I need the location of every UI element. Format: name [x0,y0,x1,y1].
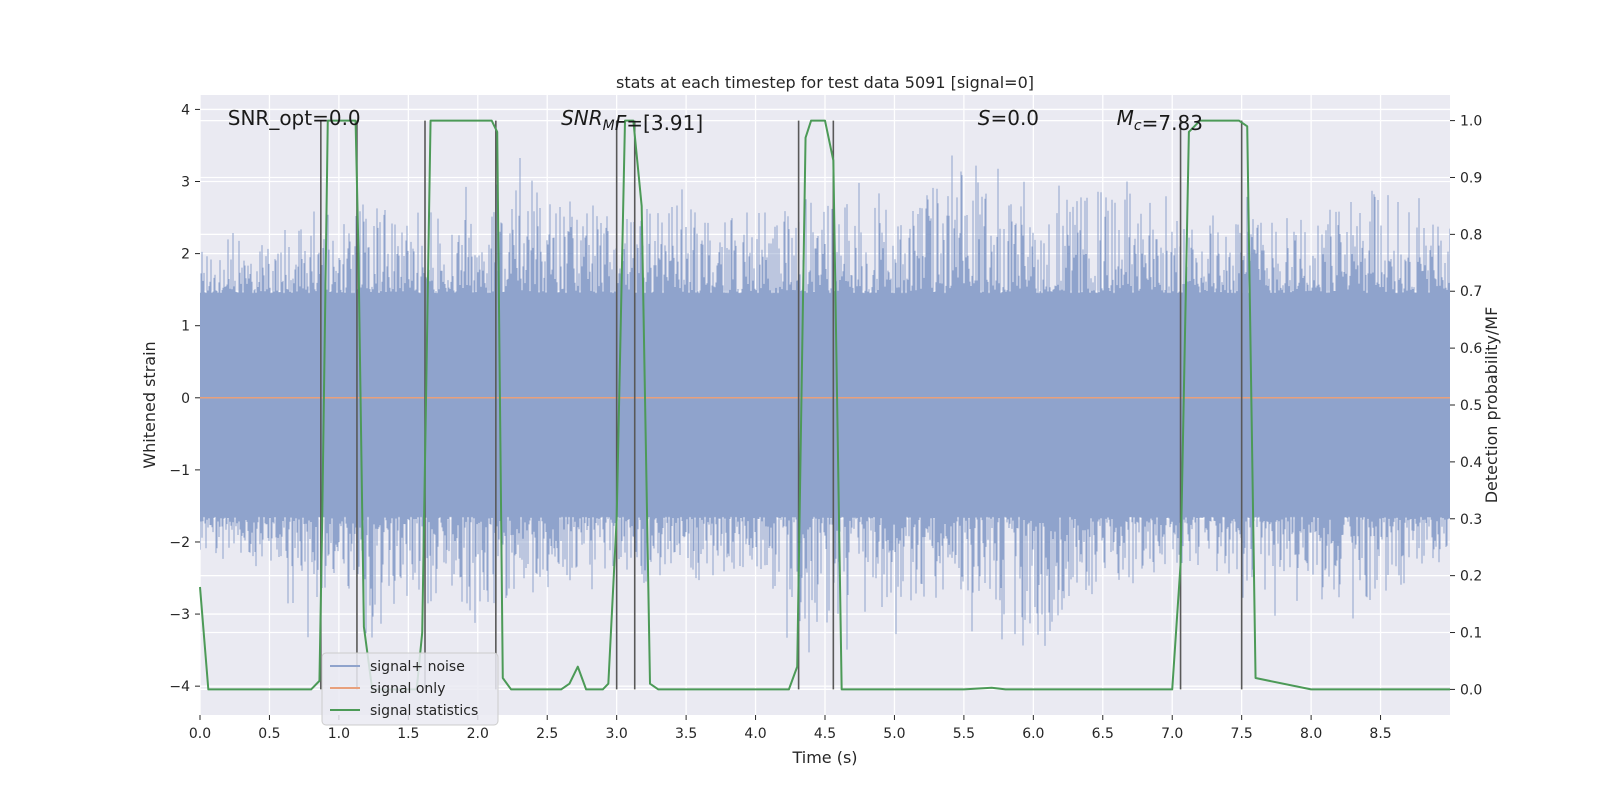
x-tick-label-13: 6.5 [1092,726,1114,742]
y-tick-label-3: −1 [169,463,190,479]
y-tick-label-7: 3 [181,175,190,191]
y2-tick-label-2: 0.2 [1460,569,1482,585]
y2-tick-label-8: 0.8 [1460,227,1482,243]
x-tick-label-8: 4.0 [744,726,766,742]
x-tick-label-2: 1.0 [328,726,350,742]
legend-label-signal-statistics: signal statistics [370,703,478,719]
y2-tick-label-7: 0.7 [1460,284,1482,300]
y2-tick-label-0: 0.0 [1460,682,1482,698]
x-tick-label-17: 8.5 [1369,726,1391,742]
y2-tick-label-9: 0.9 [1460,170,1482,186]
y2-tick-label-1: 0.1 [1460,626,1482,642]
y-tick-label-2: −2 [169,535,190,551]
x-tick-label-1: 0.5 [258,726,280,742]
annotations: SNR_opt=0.0 SNRMF=[3.91] S=0.0 Mc=7.83 [228,106,1203,135]
y-axis-title: Whitened strain [140,341,159,468]
y-tick-label-8: 4 [181,102,190,118]
x-tick-label-9: 4.5 [814,726,836,742]
annotation-3: Mc=7.83 [1117,106,1203,135]
y-tick-label-1: −3 [169,607,190,623]
signal-statistics-series [199,119,1450,691]
annotation-2: S=0.0 [978,106,1039,130]
legend: signal+ noise signal only signal statist… [321,652,499,726]
y2-tick-label-6: 0.6 [1460,341,1482,357]
y-tick-label-6: 2 [181,247,190,263]
annotation-0: SNR_opt=0.0 [228,106,361,130]
y2-tick-label-10: 1.0 [1460,114,1482,130]
chart-title: stats at each timestep for test data 509… [616,73,1034,92]
x-tick-label-3: 1.5 [397,726,419,742]
y-tick-label-4: 0 [181,391,190,407]
axis-ticks: 0.0 0.5 1.0 1.5 2.0 2.5 3.0 3.5 4.0 4.5 5.0 5.5 6.0 6… [169,102,1482,742]
x-tick-label-0: 0.0 [189,726,211,742]
x-tick-label-4: 2.0 [467,726,489,742]
y-tick-label-0: −4 [169,679,190,695]
signal-plus-noise-core [200,293,1450,517]
signal-statistics-line [199,119,1450,691]
legend-box [321,652,499,726]
y-tick-label-5: 1 [181,319,190,335]
x-tick-label-11: 5.5 [953,726,975,742]
x-tick-label-16: 8.0 [1300,726,1322,742]
y2-tick-label-5: 0.5 [1460,398,1482,414]
x-tick-label-14: 7.0 [1161,726,1183,742]
x-tick-label-7: 3.5 [675,726,697,742]
y2-tick-label-3: 0.3 [1460,512,1482,528]
x-tick-label-15: 7.5 [1231,726,1253,742]
annotation-1: SNRMF=[3.91] [561,106,703,135]
x-tick-label-5: 2.5 [536,726,558,742]
x-tick-label-6: 3.0 [606,726,628,742]
y2-tick-label-4: 0.4 [1460,455,1482,471]
legend-label-signal-noise: signal+ noise [370,659,465,675]
x-tick-label-12: 6.0 [1022,726,1044,742]
legend-label-signal-only: signal only [370,681,445,697]
x-axis-title: Time (s) [791,748,857,767]
y2-axis-title: Detection probability/MF [1482,307,1501,504]
x-tick-label-10: 5.0 [883,726,905,742]
